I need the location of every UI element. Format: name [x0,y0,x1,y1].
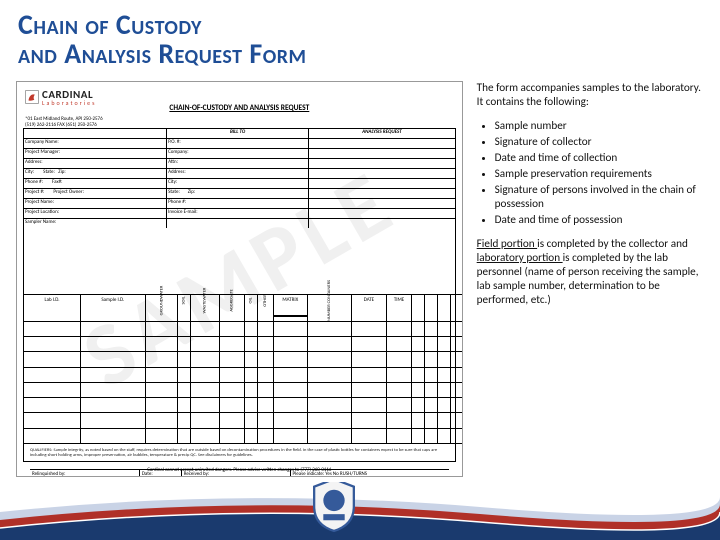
list-item: Sample number [495,119,704,133]
shield-badge-icon [0,482,694,534]
footer-swoosh [0,482,720,540]
sample-grid: Lab I.D. Sample I.D. GROUNDWATER SOIL WA… [24,294,455,444]
field-portion-text: Field portion is completed by the collec… [477,237,704,307]
signature-block: Relinquished by: Date: Received by: Plea… [30,469,449,477]
form-sample-image: CARDINAL Laboratories CHAIN-OF-CUSTODY A… [16,81,463,477]
billto-header: BILL TO [166,129,308,138]
title-line-2: and Analysis Request Form [18,39,702,68]
list-item: Date and time of possession [495,213,704,227]
title-line-1: Chain of Custody [18,10,702,39]
list-item: Date and time of collection [495,151,704,165]
form-footnote: QUALIFIERS: Sample integrity, as noted b… [30,449,449,459]
analysis-header: ANALYSIS REQUEST [308,129,454,138]
form-address: *01 East Midland Route, API 250-2576(519… [25,116,103,128]
bullet-list: Sample number Signature of collector Dat… [477,119,704,227]
cardinal-bird-icon [25,90,39,104]
list-item: Signature of persons involved in the cha… [495,183,704,211]
list-item: Signature of collector [495,135,704,149]
list-item: Sample preservation requirements [495,167,704,181]
form-heading: CHAIN-OF-CUSTODY AND ANALYSIS REQUEST [17,104,462,113]
explanation-panel: The form accompanies samples to the labo… [477,81,704,483]
intro-text: The form accompanies samples to the labo… [477,81,704,109]
